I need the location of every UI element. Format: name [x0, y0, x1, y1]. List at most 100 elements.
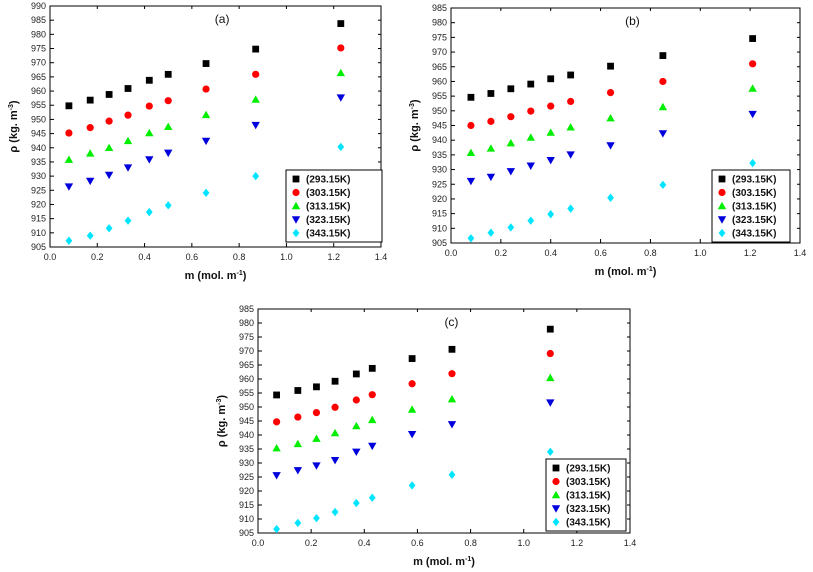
- chart-panel-a: 905 910 915 920 925 930 935 940 945 950 955 960 965 9…: [8, 1, 387, 282]
- data-point: [330, 457, 340, 465]
- data-point: [607, 62, 614, 70]
- data-point: [86, 96, 94, 104]
- data-point: [547, 102, 555, 110]
- data-point: [408, 380, 416, 388]
- y-tick-label: 985: [432, 3, 447, 13]
- y-tick-label: 975: [31, 44, 46, 54]
- y-tick-label: 935: [432, 150, 447, 160]
- data-point: [164, 149, 173, 158]
- data-point: [202, 60, 210, 67]
- y-axis-label: ρ (kg. m-3): [409, 99, 421, 152]
- data-point: [526, 162, 535, 170]
- data-point: [547, 75, 555, 83]
- x-tick-label: 0.4: [138, 252, 151, 262]
- data-point: [606, 142, 615, 150]
- data-point: [272, 472, 281, 480]
- plot-frame: [49, 5, 382, 248]
- data-point: [506, 168, 516, 176]
- data-point: [105, 117, 113, 125]
- data-point: [124, 216, 132, 225]
- data-point: [164, 97, 172, 105]
- legend-marker: [718, 175, 726, 183]
- x-tick-label: 1.0: [694, 248, 707, 258]
- data-point: [352, 396, 360, 404]
- series-313-15K: [272, 373, 555, 452]
- x-tick-label: 0.2: [495, 248, 508, 258]
- y-tick-label: 925: [239, 472, 254, 482]
- data-point: [201, 110, 211, 119]
- data-point: [368, 493, 376, 502]
- chart-panel-c: 905 910 915 920 925 930 935 940 945 950 955 960 965 9…: [216, 304, 636, 568]
- y-tick-label: 970: [432, 47, 447, 57]
- data-point: [124, 111, 132, 119]
- x-tick-label: 1.2: [571, 538, 584, 548]
- y-tick-label: 945: [239, 416, 254, 426]
- series-343-15K: [273, 447, 554, 534]
- data-point: [124, 85, 132, 92]
- series-303-15K: [467, 60, 757, 130]
- data-point: [251, 121, 260, 130]
- data-point: [507, 85, 515, 93]
- legend: (293.15K) (303.15K) (313.15K) (323.15K) (343…: [711, 169, 791, 243]
- data-point: [337, 142, 345, 152]
- series-313-15K: [64, 68, 346, 163]
- data-point: [145, 156, 154, 164]
- y-tick-label: 945: [432, 121, 447, 131]
- y-tick-label: 965: [432, 62, 447, 72]
- y-tick-label: 955: [31, 100, 46, 110]
- data-point: [336, 94, 346, 102]
- y-tick-label: 930: [31, 171, 46, 181]
- legend-entry-label: (313.15K): [732, 202, 776, 213]
- panel-label: (b): [625, 14, 640, 28]
- data-point: [145, 76, 153, 84]
- data-point: [352, 370, 360, 378]
- x-tick-label: 0.0: [44, 252, 57, 262]
- series-293-15K: [273, 325, 554, 399]
- data-point: [65, 236, 73, 245]
- legend-entry-label: (303.15K): [566, 477, 610, 488]
- data-point: [567, 97, 575, 106]
- data-point: [486, 144, 496, 152]
- legend-marker: [552, 464, 560, 472]
- data-point: [749, 35, 757, 42]
- data-point: [164, 122, 173, 130]
- legend-marker: [552, 477, 560, 486]
- data-point: [272, 443, 281, 452]
- data-point: [273, 418, 281, 426]
- data-point: [65, 102, 73, 110]
- data-point: [566, 123, 575, 131]
- y-tick-label: 950: [432, 106, 447, 116]
- data-point: [251, 95, 260, 103]
- y-tick-label: 910: [432, 223, 447, 233]
- x-tick-label: 1.0: [280, 252, 293, 262]
- data-point: [293, 467, 303, 475]
- y-tick-label: 960: [432, 76, 447, 86]
- y-tick-label: 935: [239, 444, 254, 454]
- data-point: [164, 201, 172, 210]
- data-point: [567, 204, 575, 213]
- data-point: [448, 470, 456, 479]
- data-point: [294, 387, 302, 394]
- data-point: [527, 80, 535, 88]
- legend-entry-label: (323.15K): [732, 215, 776, 226]
- y-tick-label: 920: [239, 486, 254, 496]
- y-tick-label: 960: [239, 374, 254, 384]
- y-tick-label: 980: [432, 18, 447, 28]
- data-point: [145, 102, 153, 110]
- legend-marker: [717, 201, 727, 210]
- data-point: [659, 52, 667, 59]
- data-point: [659, 77, 667, 86]
- series-343-15K: [467, 158, 757, 243]
- data-point: [407, 405, 417, 413]
- series-293-15K: [65, 20, 345, 110]
- y-tick-label: 970: [239, 346, 254, 356]
- x-tick-label: 1.2: [744, 248, 757, 258]
- y-tick-label: 965: [31, 72, 46, 82]
- data-point: [606, 89, 615, 97]
- data-point: [526, 133, 535, 141]
- data-point: [64, 155, 74, 163]
- legend-entry-label: (313.15K): [566, 491, 610, 502]
- y-tick-label: 940: [31, 143, 46, 153]
- data-point: [546, 349, 554, 358]
